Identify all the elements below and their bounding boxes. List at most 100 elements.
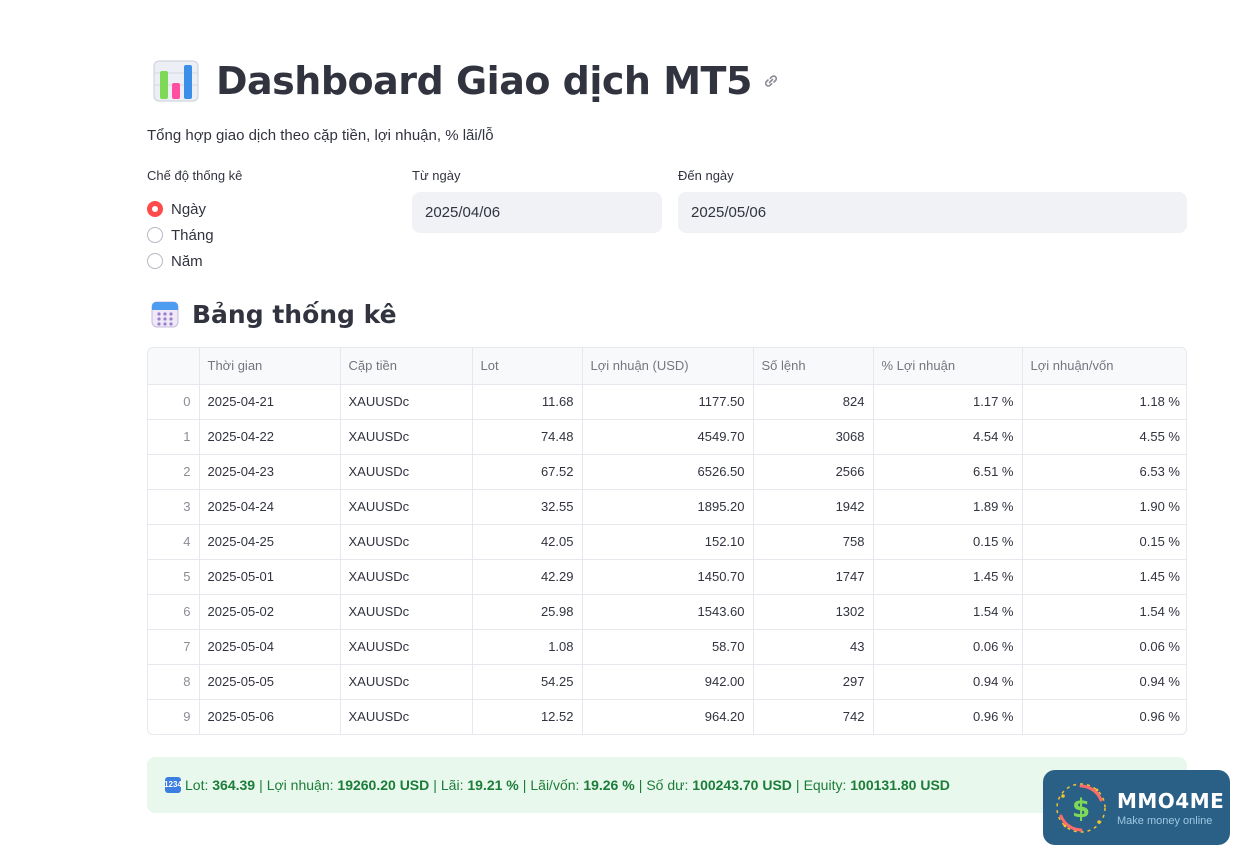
table-cell[interactable]: 0.15 %	[873, 524, 1023, 560]
row-index-cell[interactable]: 1	[148, 419, 200, 455]
link-icon[interactable]	[762, 72, 780, 90]
table-cell[interactable]: 2025-05-04	[199, 629, 341, 665]
table-cell[interactable]: 0.06 %	[1022, 629, 1186, 665]
row-index-cell[interactable]: 2	[148, 454, 200, 490]
table-row[interactable]: 7 2025-05-04 XAUUSDc 1.08 58.70 43 0.06 % 0.06 …	[148, 629, 1186, 665]
table-cell[interactable]: 1747	[753, 559, 874, 595]
row-index-cell[interactable]: 4	[148, 524, 200, 560]
table-cell[interactable]: 0.06 %	[873, 629, 1023, 665]
from-date-input[interactable]: 2025/04/06	[412, 192, 662, 233]
table-cell[interactable]: 0.94 %	[873, 664, 1023, 700]
radio-month[interactable]: Tháng	[147, 222, 214, 248]
table-cell[interactable]: 1.08	[472, 629, 583, 665]
row-index-cell[interactable]: 0	[148, 384, 200, 420]
table-cell[interactable]: 6.53 %	[1022, 454, 1186, 490]
table-cell[interactable]: 1.54 %	[873, 594, 1023, 630]
radio-day-indicator[interactable]	[147, 201, 163, 217]
column-header-profit-pct[interactable]: % Lợi nhuận	[873, 348, 1023, 385]
table-cell[interactable]: 58.70	[582, 629, 754, 665]
table-cell[interactable]: XAUUSDc	[340, 489, 473, 525]
table-cell[interactable]: 6.51 %	[873, 454, 1023, 490]
table-cell[interactable]: 2025-04-25	[199, 524, 341, 560]
table-cell[interactable]: 1.90 %	[1022, 489, 1186, 525]
table-cell[interactable]: XAUUSDc	[340, 524, 473, 560]
row-index-cell[interactable]: 8	[148, 664, 200, 700]
table-row[interactable]: 5 2025-05-01 XAUUSDc 42.29 1450.70 1747 1.45 %…	[148, 559, 1186, 595]
table-row[interactable]: 0 2025-04-21 XAUUSDc 11.68 1177.50 824 1.17 % 1…	[148, 384, 1186, 420]
table-cell[interactable]: 1177.50	[582, 384, 754, 420]
table-cell[interactable]: 4.55 %	[1022, 419, 1186, 455]
table-cell[interactable]: XAUUSDc	[340, 594, 473, 630]
table-cell[interactable]: 4549.70	[582, 419, 754, 455]
table-row[interactable]: 3 2025-04-24 XAUUSDc 32.55 1895.20 1942 1.89 %…	[148, 489, 1186, 525]
table-cell[interactable]: 2025-05-01	[199, 559, 341, 595]
table-cell[interactable]: 0.96 %	[1139, 709, 1180, 725]
column-header-profit[interactable]: Lợi nhuận (USD)	[582, 348, 754, 385]
stats-table[interactable]: Thời gian Cặp tiền Lot Lợi nhuận (USD) S…	[147, 347, 1187, 735]
table-cell[interactable]: 0.94 %	[1022, 664, 1186, 700]
table-cell[interactable]: 2025-04-21	[199, 384, 341, 420]
table-cell[interactable]: 74.48	[472, 419, 583, 455]
radio-month-indicator[interactable]	[147, 227, 163, 243]
table-cell[interactable]: 2025-04-22	[199, 419, 341, 455]
column-header-pair[interactable]: Cặp tiền	[340, 348, 473, 385]
to-date-input[interactable]: 2025/05/06	[678, 192, 1187, 233]
row-index-cell[interactable]: 9	[148, 699, 200, 734]
table-cell[interactable]: 67.52	[472, 454, 583, 490]
table-cell[interactable]: XAUUSDc	[340, 384, 473, 420]
column-header-lot[interactable]: Lot	[472, 348, 583, 385]
table-cell[interactable]: XAUUSDc	[340, 664, 473, 700]
row-index-cell[interactable]: 5	[148, 559, 200, 595]
table-row[interactable]: 8 2025-05-05 XAUUSDc 54.25 942.00 297 0.94 % 0.…	[148, 664, 1186, 700]
table-cell[interactable]: 42.05	[472, 524, 583, 560]
table-cell[interactable]: XAUUSDc	[340, 699, 473, 734]
table-cell[interactable]: 6526.50	[582, 454, 754, 490]
table-cell[interactable]: 1.45 %	[873, 559, 1023, 595]
radio-year-indicator[interactable]	[147, 253, 163, 269]
table-cell[interactable]: 1.89 %	[873, 489, 1023, 525]
table-cell[interactable]: 3068	[753, 419, 874, 455]
table-cell[interactable]: 742	[753, 699, 874, 734]
table-row[interactable]: 9 2025-05-06 XAUUSDc 12.52 964.20 742 0.96 % 0.…	[148, 699, 1186, 734]
row-index-cell[interactable]: 6	[148, 594, 200, 630]
table-cell[interactable]: 1302	[753, 594, 874, 630]
table-row[interactable]: 1 2025-04-22 XAUUSDc 74.48 4549.70 3068 4.54 %…	[148, 419, 1186, 455]
column-header-time[interactable]: Thời gian	[199, 348, 341, 385]
table-cell[interactable]: 4.54 %	[873, 419, 1023, 455]
table-cell[interactable]: XAUUSDc	[340, 454, 473, 490]
table-cell[interactable]: 1450.70	[582, 559, 754, 595]
table-cell[interactable]: 1895.20	[582, 489, 754, 525]
table-cell[interactable]: 942.00	[582, 664, 754, 700]
table-cell[interactable]: 2025-05-06	[199, 699, 341, 734]
row-index-cell[interactable]: 7	[148, 629, 200, 665]
table-cell[interactable]: 1.18 %	[1022, 384, 1186, 420]
table-cell[interactable]: 11.68	[472, 384, 583, 420]
column-header-profit-capital[interactable]: Lợi nhuận/vốn	[1022, 348, 1186, 385]
table-cell[interactable]: 297	[753, 664, 874, 700]
table-cell[interactable]: 12.52	[472, 699, 583, 734]
column-header-index[interactable]	[148, 348, 200, 385]
table-cell[interactable]: 1942	[753, 489, 874, 525]
table-cell[interactable]: XAUUSDc	[340, 419, 473, 455]
row-index-cell[interactable]: 3	[148, 489, 200, 525]
table-cell[interactable]: 2025-04-24	[199, 489, 341, 525]
table-cell[interactable]: 2025-05-02	[199, 594, 341, 630]
table-cell[interactable]: 758	[753, 524, 874, 560]
table-cell[interactable]: 2025-04-23	[199, 454, 341, 490]
table-cell[interactable]: 1543.60	[582, 594, 754, 630]
column-header-orders[interactable]: Số lệnh	[753, 348, 874, 385]
table-cell[interactable]: XAUUSDc	[340, 559, 473, 595]
table-cell[interactable]: 1.54 %	[1022, 594, 1186, 630]
table-cell[interactable]: 43	[753, 629, 874, 665]
table-cell[interactable]: 824	[753, 384, 874, 420]
table-cell[interactable]: 152.10	[582, 524, 754, 560]
table-cell[interactable]: XAUUSDc	[340, 629, 473, 665]
table-cell[interactable]: 2566	[753, 454, 874, 490]
table-cell[interactable]: 1.17 %	[873, 384, 1023, 420]
table-cell[interactable]: 54.25	[472, 664, 583, 700]
table-row[interactable]: 2 2025-04-23 XAUUSDc 67.52 6526.50 2566 6.51 %…	[148, 454, 1186, 490]
table-cell[interactable]: 2025-05-05	[199, 664, 341, 700]
table-cell[interactable]: 32.55	[472, 489, 583, 525]
table-row[interactable]: 4 2025-04-25 XAUUSDc 42.05 152.10 758 0.15 % 0.…	[148, 524, 1186, 560]
table-row[interactable]: 6 2025-05-02 XAUUSDc 25.98 1543.60 1302 1.54 %…	[148, 594, 1186, 630]
